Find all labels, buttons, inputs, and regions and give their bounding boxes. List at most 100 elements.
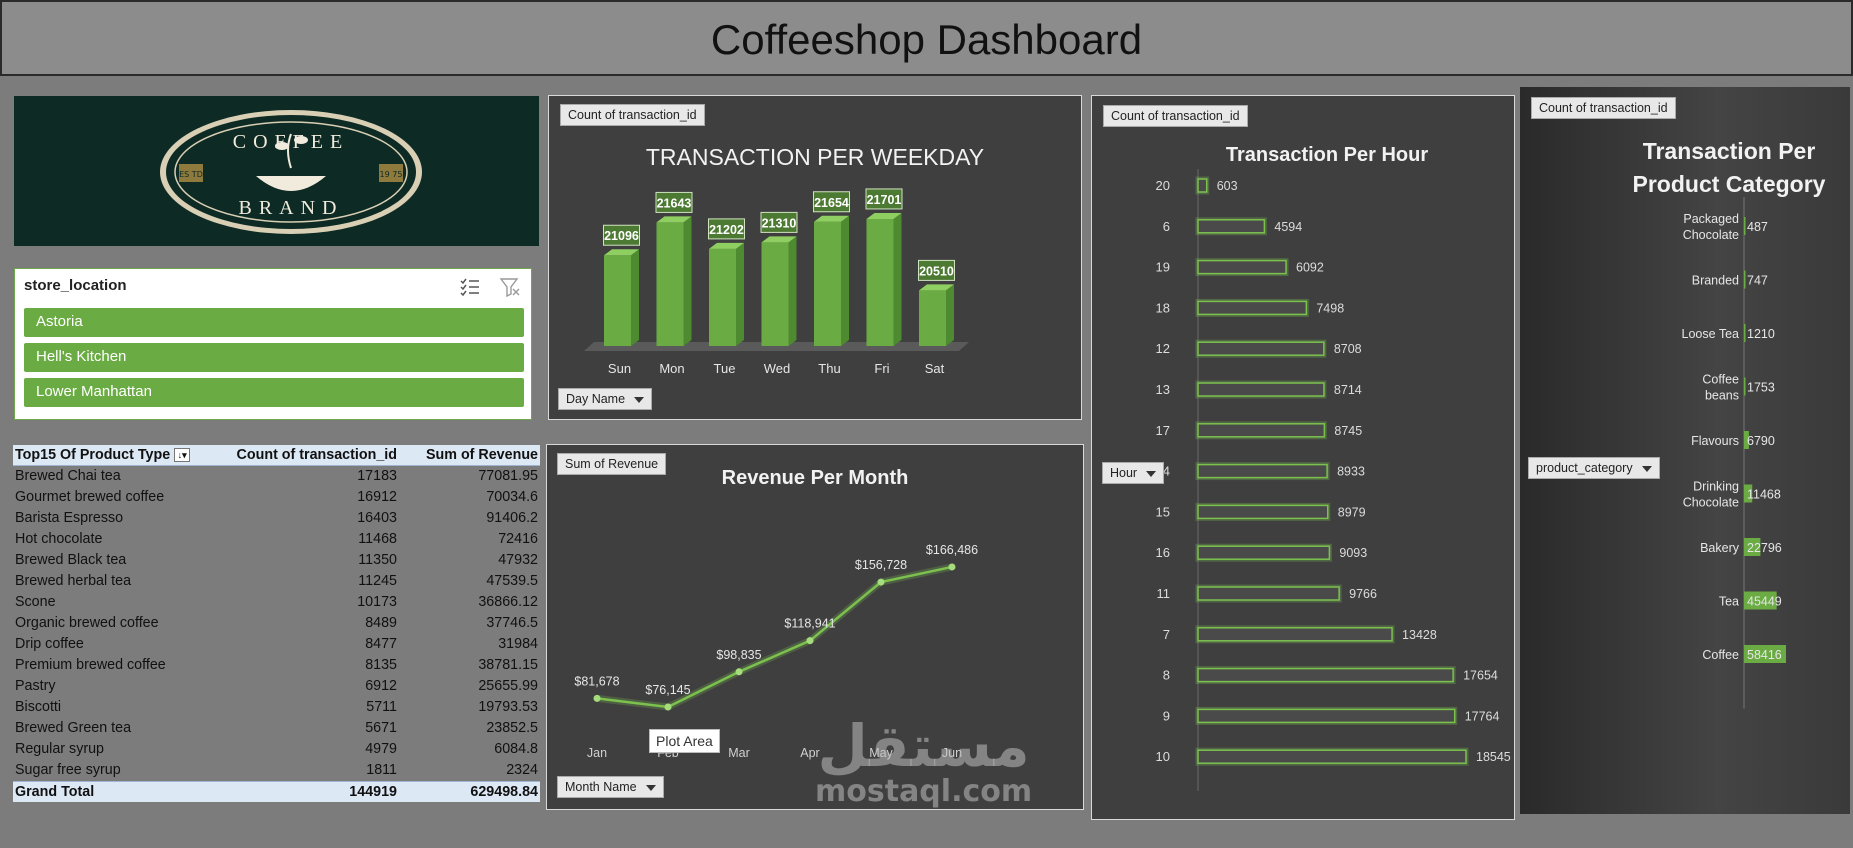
coffee-brand-logo-icon: COFFEE BRAND ES TD 19 75	[160, 110, 422, 234]
category-data-label: 1753	[1747, 381, 1775, 395]
category-data-label: 58416	[1747, 648, 1782, 662]
hour-bar-glow	[1195, 666, 1456, 685]
day-name-filter-button[interactable]: Day Name	[558, 388, 653, 410]
watermark-latin: mostaql.com	[815, 774, 1033, 809]
category-axis-label: Bakery	[1700, 541, 1740, 555]
revenue-field-tag[interactable]: Sum of Revenue	[557, 453, 667, 475]
revenue-axis-label: Mar	[728, 746, 750, 760]
category-data-label: 487	[1747, 220, 1768, 234]
weekday-data-label: 21643	[657, 196, 692, 210]
hour-bar-glow	[1195, 502, 1331, 521]
hour-data-label: 9093	[1339, 546, 1367, 560]
weekday-bar-chart: 21096 Sun 21643 Mon 21202 Tue 21310 Wed 21654 Thu…	[584, 188, 969, 376]
pivot-cell-product: Organic brewed coffee	[15, 615, 159, 631]
pivot-cell-count: 16912	[357, 489, 397, 505]
pivot-cell-count: 6912	[365, 678, 397, 694]
hour-axis-label: 10	[1156, 749, 1170, 764]
hour-bar-glow	[1195, 543, 1332, 562]
multi-select-icon[interactable]	[459, 277, 481, 297]
weekday-axis-label: Tue	[714, 361, 736, 376]
sort-filter-icon[interactable]: ↓▾	[174, 448, 191, 463]
pivot-cell-product: Scone	[15, 594, 56, 610]
revenue-axis-label: Jan	[587, 746, 607, 760]
revenue-data-label: $156,728	[855, 558, 907, 572]
hour-bar	[1197, 708, 1456, 724]
revenue-line-chart: $81,678Jan$76,145Feb$98,835Mar$118,941Ap…	[574, 543, 978, 760]
weekday-axis-label: Fri	[874, 361, 889, 376]
hour-data-label: 17764	[1465, 709, 1500, 723]
revenue-axis-label: Apr	[800, 746, 819, 760]
hour-bar-glow	[1195, 298, 1309, 317]
category-bar	[1744, 324, 1746, 342]
slicer-item-lower-manhattan[interactable]: Lower Manhattan	[24, 378, 524, 407]
hour-bar	[1197, 545, 1331, 560]
category-bar	[1744, 217, 1746, 235]
pivot-cell-count: 11350	[358, 552, 397, 568]
weekday-data-label-box	[918, 259, 955, 281]
watermark: مستقل mostaql.com	[815, 715, 1032, 807]
pivot-cell-revenue: 38781.15	[478, 657, 538, 673]
hour-bar-glow	[1195, 747, 1469, 766]
weekday-bar-top	[709, 242, 744, 249]
pivot-cell-product: Gourmet brewed coffee	[15, 489, 165, 505]
hour-bar	[1197, 463, 1328, 479]
month-name-filter-button[interactable]: Month Name	[557, 776, 664, 798]
hour-axis-label: 12	[1156, 341, 1170, 356]
hour-filter-button[interactable]: Hour	[1102, 462, 1165, 484]
slicer-item-astoria[interactable]: Astoria	[24, 308, 524, 337]
weekday-chart-panel: Count of transaction_id TRANSACTION PER …	[548, 95, 1082, 420]
pivot-cell-revenue: 37746.5	[486, 615, 538, 631]
hour-bar-glow	[1195, 462, 1330, 481]
weekday-bar-side	[893, 212, 902, 346]
weekday-axis-label: Mon	[659, 361, 684, 376]
hour-axis-label: 6	[1163, 219, 1170, 234]
brand-logo: COFFEE BRAND ES TD 19 75	[14, 96, 539, 246]
hour-axis-label: 11	[1157, 586, 1171, 601]
revenue-data-label: $118,941	[784, 617, 835, 631]
pivot-cell-revenue: 23852.5	[486, 720, 538, 736]
weekday-axis-label: Thu	[818, 361, 840, 376]
hour-bar-glow	[1195, 258, 1289, 277]
weekday-bar	[814, 221, 841, 346]
weekday-bar-top	[866, 212, 902, 219]
pivot-cell-count: 4979	[365, 741, 397, 757]
revenue-data-label: $81,678	[574, 674, 619, 688]
category-data-label: 11468	[1747, 488, 1781, 502]
pivot-cell-revenue: 31984	[498, 636, 538, 652]
weekday-data-label: 21654	[814, 196, 849, 210]
category-axis-label: Packaged Chocolate	[1683, 212, 1739, 242]
pivot-cell-count: 8489	[365, 615, 397, 631]
weekday-data-label: 21096	[604, 229, 639, 243]
revenue-axis-label: Jun	[942, 746, 962, 760]
pivot-cell-revenue: 2324	[506, 762, 538, 778]
category-chart-panel: Count of transaction_id Transaction Per …	[1520, 87, 1850, 814]
category-bar	[1744, 591, 1777, 610]
pivot-header-product[interactable]: Top15 Of Product Type ↓▾	[13, 445, 213, 465]
pivot-table: Top15 Of Product Type ↓▾ Count of transa…	[13, 445, 540, 802]
hour-bar	[1197, 423, 1326, 438]
weekday-field-tag[interactable]: Count of transaction_id	[560, 104, 705, 126]
pivot-row: Brewed herbal tea 11245 47539.5	[13, 571, 540, 592]
pivot-cell-product: Biscotti	[15, 699, 62, 715]
slicer-item-hells-kitchen[interactable]: Hell's Kitchen	[24, 343, 524, 372]
product-category-filter-button[interactable]: product_category	[1528, 457, 1660, 479]
clear-filter-icon[interactable]	[499, 277, 521, 297]
category-axis-label: Loose Tea	[1682, 327, 1740, 341]
hour-axis-label: 17	[1156, 423, 1170, 438]
hour-axis-label: 7	[1163, 627, 1170, 642]
pivot-cell-count: 11468	[358, 531, 397, 547]
revenue-line	[596, 565, 953, 709]
pivot-cell-revenue: 70034.6	[486, 489, 538, 505]
category-field-tag[interactable]: Count of transaction_id	[1531, 97, 1676, 119]
weekday-bar-top	[656, 216, 692, 223]
pivot-row: Brewed Green tea 5671 23852.5	[13, 718, 540, 739]
weekday-bar-side	[788, 236, 797, 346]
pivot-row: Brewed Chai tea 17183 77081.95	[13, 466, 540, 487]
hour-bar-glow	[1195, 380, 1327, 399]
pivot-cell-revenue: 47539.5	[486, 573, 538, 589]
hour-data-label: 8745	[1334, 424, 1362, 438]
hour-field-tag[interactable]: Count of transaction_id	[1103, 105, 1248, 127]
weekday-bar-top	[814, 215, 849, 222]
pivot-cell-product: Sugar free syrup	[15, 762, 121, 778]
revenue-chart-panel: Sum of Revenue Revenue Per Month $81,678…	[546, 444, 1084, 810]
